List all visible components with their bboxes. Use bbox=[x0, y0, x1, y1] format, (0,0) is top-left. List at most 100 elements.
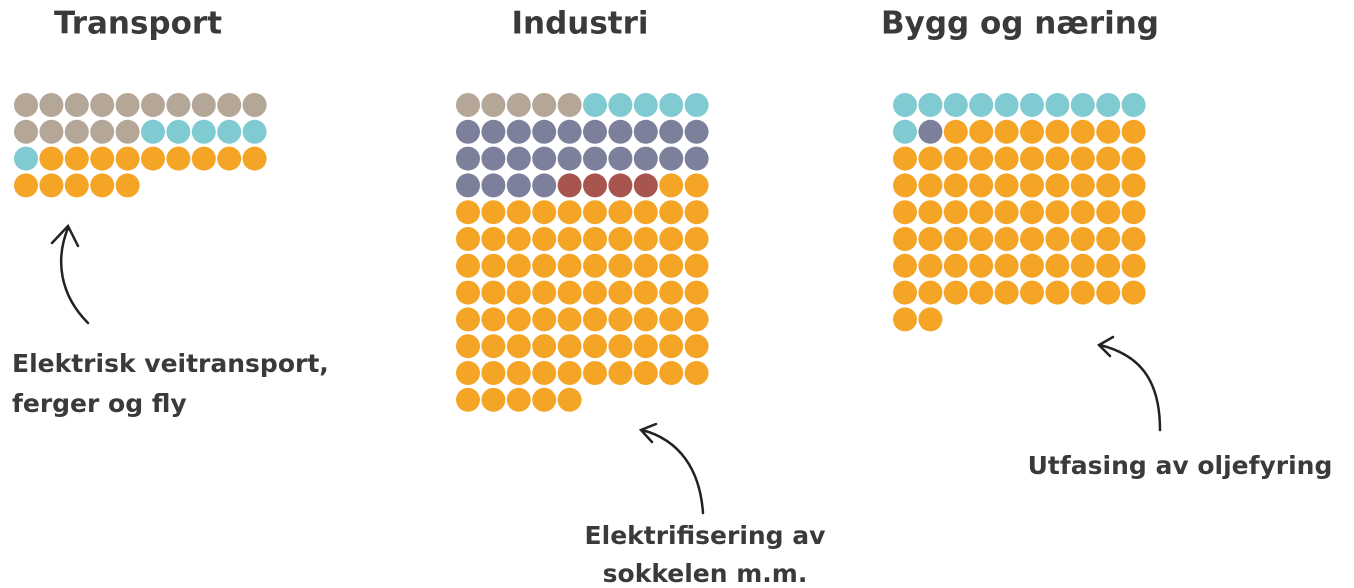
dot bbox=[1045, 280, 1070, 305]
dot bbox=[217, 119, 242, 144]
dot bbox=[166, 119, 191, 144]
dot bbox=[918, 307, 943, 332]
dot bbox=[557, 173, 582, 198]
dot bbox=[532, 334, 557, 359]
dot bbox=[893, 173, 917, 198]
dot bbox=[456, 119, 480, 144]
dot bbox=[608, 307, 633, 332]
dot bbox=[943, 200, 968, 225]
dot bbox=[14, 119, 38, 144]
dot bbox=[39, 119, 64, 144]
arrow bbox=[50, 223, 90, 325]
dot bbox=[1121, 173, 1146, 198]
dot bbox=[456, 93, 480, 117]
dot bbox=[1121, 200, 1146, 225]
dot bbox=[481, 280, 506, 305]
dot bbox=[893, 253, 917, 278]
dot bbox=[532, 93, 557, 117]
dot bbox=[1070, 119, 1095, 144]
dot bbox=[481, 361, 506, 385]
dot bbox=[481, 387, 506, 412]
dot bbox=[506, 307, 531, 332]
dot bbox=[583, 361, 607, 385]
dot bbox=[557, 334, 582, 359]
dot bbox=[943, 227, 968, 251]
dot bbox=[994, 146, 1019, 171]
dot bbox=[456, 307, 480, 332]
dot bbox=[918, 227, 943, 251]
dot bbox=[1096, 119, 1121, 144]
dot bbox=[659, 227, 684, 251]
dot bbox=[608, 119, 633, 144]
dot bbox=[1045, 227, 1070, 251]
dot bbox=[456, 280, 480, 305]
dot bbox=[583, 307, 607, 332]
dot bbox=[918, 200, 943, 225]
panel-title: Industri bbox=[511, 6, 648, 42]
dot bbox=[1096, 280, 1121, 305]
dot bbox=[893, 200, 917, 225]
dot bbox=[608, 200, 633, 225]
dot bbox=[1121, 227, 1146, 251]
dot bbox=[659, 307, 684, 332]
dot bbox=[659, 334, 684, 359]
dot bbox=[969, 93, 994, 117]
dot bbox=[943, 146, 968, 171]
dot bbox=[608, 146, 633, 171]
dot bbox=[684, 119, 709, 144]
dot bbox=[633, 146, 658, 171]
dot bbox=[506, 146, 531, 171]
dot bbox=[532, 119, 557, 144]
dot bbox=[456, 361, 480, 385]
dot bbox=[115, 93, 140, 117]
dot bbox=[1070, 93, 1095, 117]
dot bbox=[994, 253, 1019, 278]
dot bbox=[1020, 173, 1044, 198]
dot bbox=[481, 119, 506, 144]
dot bbox=[141, 119, 165, 144]
dot bbox=[893, 307, 917, 332]
dot bbox=[943, 93, 968, 117]
dot bbox=[1096, 227, 1121, 251]
dot bbox=[242, 146, 267, 171]
dot bbox=[659, 173, 684, 198]
dot bbox=[481, 334, 506, 359]
annotation: Elektrifisering av bbox=[585, 521, 826, 550]
dot bbox=[1070, 200, 1095, 225]
dot bbox=[191, 146, 216, 171]
dot bbox=[39, 146, 64, 171]
dot bbox=[918, 146, 943, 171]
dot bbox=[969, 200, 994, 225]
dot bbox=[893, 119, 917, 144]
dot bbox=[64, 93, 89, 117]
dot bbox=[608, 253, 633, 278]
dot bbox=[918, 280, 943, 305]
dot bbox=[943, 119, 968, 144]
dot bbox=[532, 146, 557, 171]
dot bbox=[456, 387, 480, 412]
dot bbox=[893, 93, 917, 117]
dot bbox=[684, 173, 709, 198]
dot bbox=[684, 93, 709, 117]
dot bbox=[532, 253, 557, 278]
annotation: ferger og fly bbox=[12, 389, 187, 418]
dot bbox=[1020, 200, 1044, 225]
dot bbox=[1020, 146, 1044, 171]
dot bbox=[191, 93, 216, 117]
dot bbox=[1070, 146, 1095, 171]
dot bbox=[633, 280, 658, 305]
dot bbox=[1096, 173, 1121, 198]
dot bbox=[583, 280, 607, 305]
arrow bbox=[638, 422, 705, 515]
annotation: Utfasing av oljefyring bbox=[1028, 451, 1333, 480]
dot bbox=[14, 146, 38, 171]
dot bbox=[14, 93, 38, 117]
dot bbox=[994, 227, 1019, 251]
dot bbox=[90, 173, 115, 198]
dot bbox=[684, 361, 709, 385]
dot bbox=[583, 119, 607, 144]
dot bbox=[166, 146, 191, 171]
dot bbox=[1020, 119, 1044, 144]
dot bbox=[557, 200, 582, 225]
dot bbox=[115, 146, 140, 171]
